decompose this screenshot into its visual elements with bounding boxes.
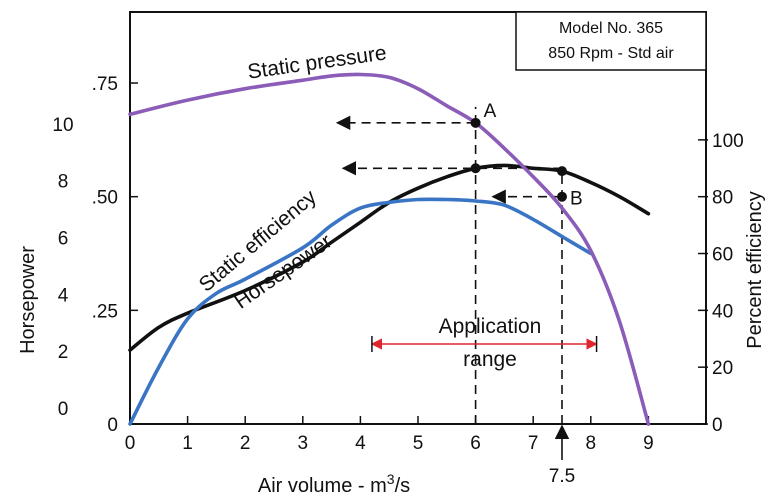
point-b-label: B [570,189,583,210]
point-a-dot [470,117,481,128]
horsepower-curve [128,163,651,352]
x-axis-ticks: 0 1 2 3 4 5 6 7 8 9 [125,416,654,454]
horsepower-tick-label: 2 [58,342,69,363]
horsepower-tick-label: 8 [58,172,69,193]
x-tick-label: 9 [643,433,654,454]
curves [128,72,651,426]
x-tick-label: 6 [470,433,481,454]
model-rpm: 850 Rpm - Std air [548,45,674,62]
point-a-label: A [484,101,497,122]
right-axis-title: Percent efficiency [744,191,766,349]
plot-frame [129,11,707,425]
horsepower-tick-label: 0 [58,399,69,420]
efficiency-tick-label: 80 [712,188,733,209]
pressure-tick-label: .25 [92,301,118,322]
left-axis-ticks: 0 2 4 6 8 10 0 .25 .50 .75 [52,74,138,436]
x-tick-label: 7 [528,433,539,454]
guide-lines: 7.5 [335,106,598,487]
efficiency-tick-label: 100 [712,131,744,152]
efficiency-tick-label: 60 [712,245,733,266]
horsepower-tick-label: 6 [58,229,69,250]
marker-dot [470,163,481,174]
pressure-tick-label: .75 [92,74,118,95]
x-axis-title: Air volume - m3/s [258,471,410,497]
point-b-dot [557,191,567,202]
application-range-label-2: range [463,348,517,371]
x-tick-label: 8 [586,433,597,454]
marker-dot [557,166,567,177]
application-range-label-1: Application [439,315,542,338]
pressure-tick-label: .50 [92,188,118,209]
x-tick-label: 3 [298,433,309,454]
model-number: Model No. 365 [559,20,663,37]
static-efficiency-curve [128,197,593,426]
right-axis-ticks: 0 20 40 60 80 100 [698,131,744,436]
static-pressure-curve [128,72,651,426]
x-tick-label: 4 [355,433,366,454]
horsepower-tick-label: 10 [52,115,73,136]
pressure-tick-label: 0 [107,415,118,436]
efficiency-tick-label: 0 [712,415,723,436]
efficiency-tick-label: 20 [712,358,733,379]
x-tick-label: 1 [182,433,193,454]
marked-x-label: 7.5 [549,466,575,487]
x-tick-label: 5 [413,433,424,454]
x-tick-label: 0 [125,433,136,454]
horsepower-tick-label: 4 [58,285,69,306]
x-tick-label: 2 [240,433,251,454]
efficiency-tick-label: 40 [712,301,733,322]
model-box [515,11,707,71]
left-axis-title: Horsepower [17,246,39,354]
operating-points: AB [470,101,583,210]
